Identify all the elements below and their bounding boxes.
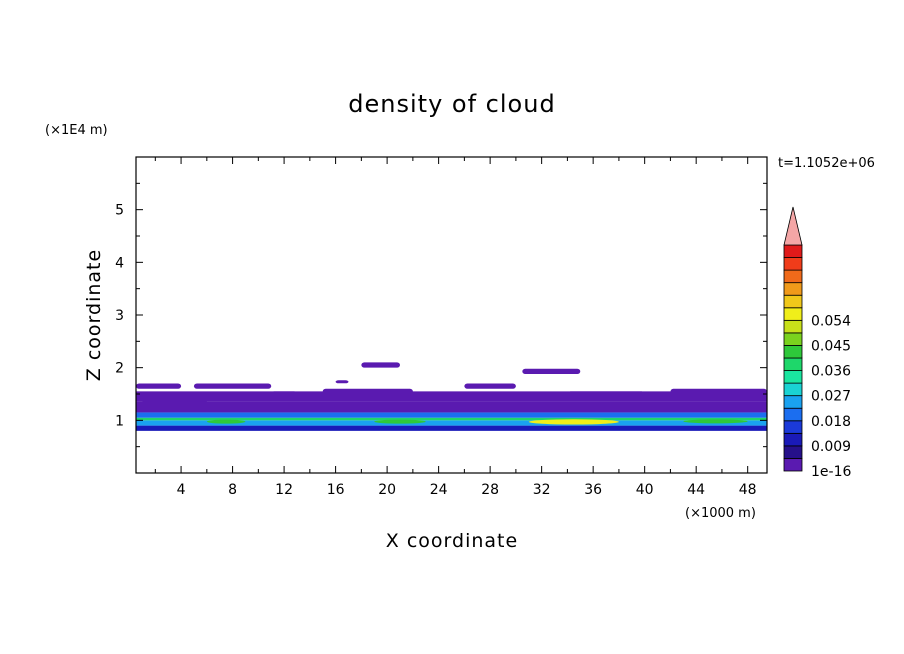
cloud-patch — [670, 388, 767, 397]
cloud-patch — [361, 362, 400, 368]
colorbar-segment — [783, 332, 803, 346]
x-tick-label: 36 — [584, 482, 602, 498]
cloud-patch — [322, 388, 413, 394]
colorbar-tick-label: 0.018 — [811, 414, 851, 430]
x-tick-label: 8 — [228, 482, 237, 498]
x-tick-label: 28 — [481, 482, 499, 498]
colorbar-segment — [783, 307, 803, 321]
y-tick-label: 2 — [115, 361, 124, 377]
x-tick-label: 32 — [533, 482, 551, 498]
x-unit-label: (×1000 m) — [685, 506, 756, 521]
colorbar-tick-label: 0.045 — [811, 338, 851, 354]
x-tick-label: 4 — [177, 482, 186, 498]
y-ticks: 1 2 3 4 5 — [115, 182, 767, 448]
colorbar-over-arrow — [783, 206, 803, 246]
cloud-patch — [335, 380, 349, 384]
x-tick-label: 24 — [430, 482, 448, 498]
colorbar-segment — [783, 257, 803, 271]
x-axis-label: X coordinate — [386, 530, 518, 552]
cloud-patch — [464, 383, 516, 389]
contour-band — [136, 412, 767, 418]
density-hotspot — [374, 419, 426, 424]
density-hotspot — [528, 419, 619, 425]
x-tick-label: 12 — [275, 482, 293, 498]
cloud-patch — [193, 383, 272, 389]
colorbar-segment — [783, 282, 803, 296]
colorbar-segment — [783, 432, 803, 447]
y-tick-label: 1 — [115, 413, 124, 429]
colorbar-segment — [783, 319, 803, 334]
cloud-patch — [136, 383, 182, 389]
colorbar-tick-label: 0.036 — [811, 364, 851, 380]
cloud-patch — [567, 391, 645, 397]
colorbar-tick-label: 0.009 — [811, 439, 851, 455]
colorbar-segment — [783, 382, 803, 397]
y-axis-label: Z coordinate — [83, 249, 105, 381]
colorbar-segment — [783, 445, 803, 459]
density-hotspot — [683, 419, 748, 424]
cloud-patch — [271, 391, 297, 395]
cloud-patch — [522, 368, 581, 374]
x-tick-label: 48 — [739, 482, 757, 498]
colorbar-segment — [783, 269, 803, 284]
x-tick-label: 44 — [687, 482, 705, 498]
y-tick-label: 4 — [115, 255, 124, 271]
x-tick-label: 16 — [327, 482, 345, 498]
colorbar-segment — [783, 345, 803, 359]
contour-band — [136, 391, 767, 402]
colorbar-segment — [783, 244, 803, 258]
colorbar-segment — [783, 395, 803, 409]
x-tick-label: 40 — [636, 482, 654, 498]
colorbar-tick-label: 1e-16 — [811, 464, 851, 480]
x-tick-label: 20 — [378, 482, 396, 498]
y-unit-label: (×1E4 m) — [45, 123, 108, 138]
x-ticks: 4 8 12 16 20 24 28 32 36 40 44 48 — [154, 157, 757, 498]
chart-title: density of cloud — [348, 90, 555, 118]
contour-band — [136, 401, 767, 413]
contour-band — [136, 417, 767, 421]
colorbar-tick-label: 0.027 — [811, 389, 851, 405]
y-tick-label: 3 — [115, 308, 124, 324]
colorbar-segment — [783, 458, 803, 472]
contour-band — [136, 420, 767, 426]
cloud-patch — [142, 399, 207, 405]
colorbar-tick-label: 0.054 — [811, 313, 851, 329]
contour-band — [136, 425, 767, 431]
y-tick-label: 5 — [115, 203, 124, 219]
plot-data — [136, 362, 767, 431]
colorbar: 1e-16 0.009 0.018 0.027 0.036 0.045 0.054 — [783, 206, 851, 480]
colorbar-segment — [783, 420, 803, 434]
density-hotspot — [206, 419, 246, 424]
colorbar-segment — [783, 370, 803, 384]
colorbar-segment — [783, 357, 803, 371]
time-label: t=1.1052e+06 — [778, 156, 875, 171]
colorbar-segment — [783, 407, 803, 422]
colorbar-segment — [783, 294, 803, 309]
